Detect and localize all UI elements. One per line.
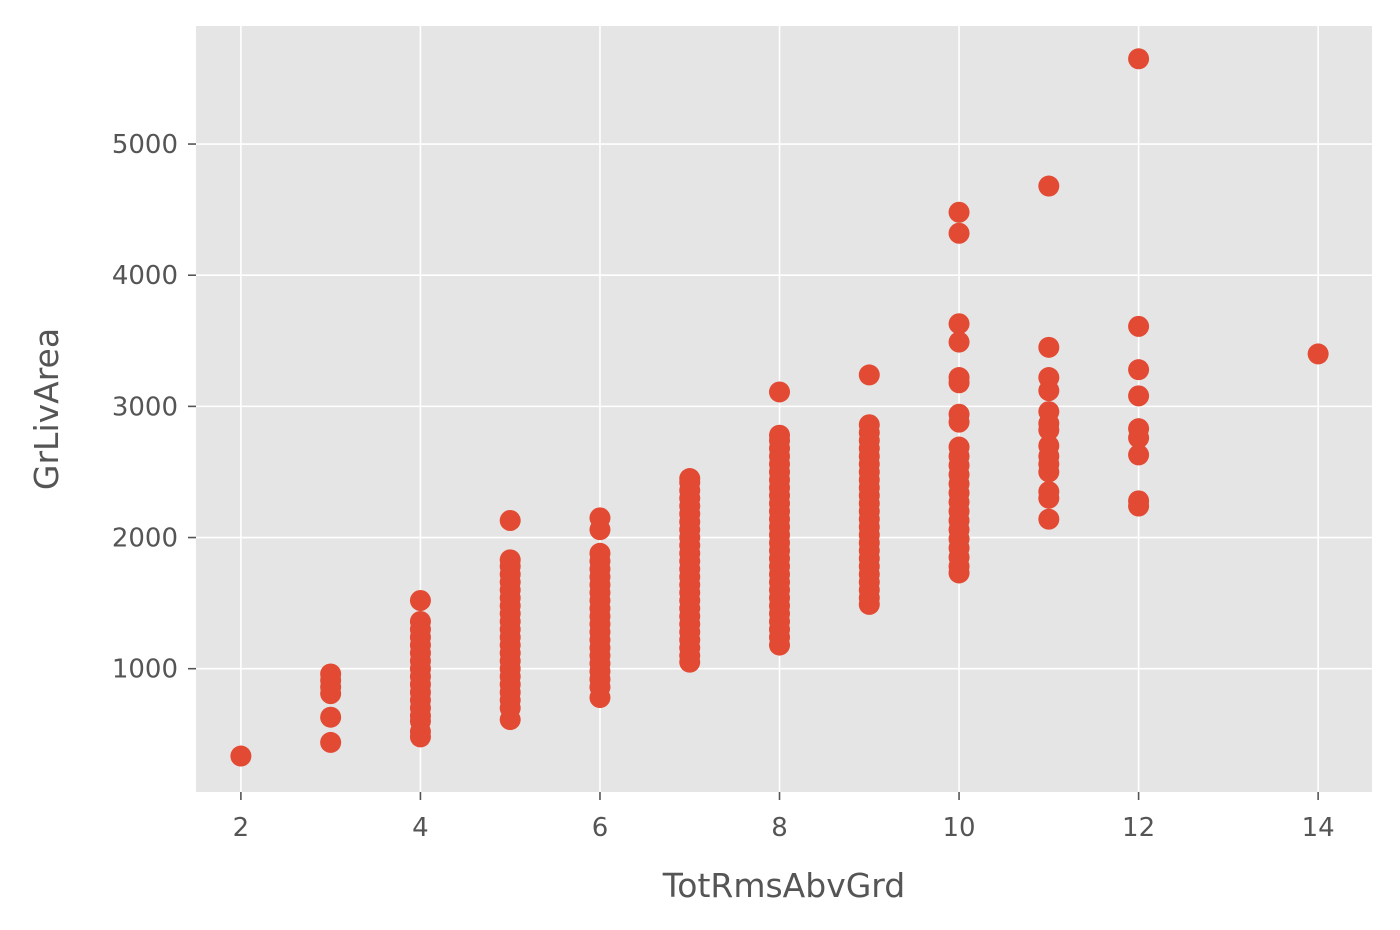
axes: 2 4 6 8 10 12 14 1000 2000 3000 4000 5000 bbox=[112, 130, 1335, 843]
y-tick-label: 2000 bbox=[112, 524, 178, 554]
data-points bbox=[230, 48, 1329, 767]
data-point bbox=[769, 381, 791, 403]
data-point bbox=[948, 367, 970, 389]
data-point bbox=[1038, 367, 1060, 389]
data-point bbox=[948, 313, 970, 335]
data-point bbox=[320, 663, 342, 685]
data-point bbox=[1128, 490, 1150, 512]
data-point bbox=[1128, 418, 1150, 440]
plot-background bbox=[196, 26, 1372, 792]
data-point bbox=[499, 509, 521, 531]
data-point bbox=[1038, 401, 1060, 423]
data-point bbox=[1038, 435, 1060, 457]
data-point bbox=[1128, 48, 1150, 70]
data-point bbox=[499, 549, 521, 571]
data-point bbox=[1038, 336, 1060, 358]
data-point bbox=[1128, 444, 1150, 466]
data-point bbox=[948, 331, 970, 353]
x-tick-label: 12 bbox=[1122, 813, 1155, 843]
x-tick-label: 10 bbox=[943, 813, 976, 843]
data-point bbox=[1307, 343, 1329, 365]
x-tick-label: 14 bbox=[1302, 813, 1335, 843]
data-point bbox=[679, 468, 701, 490]
data-point bbox=[1038, 481, 1060, 503]
data-point bbox=[589, 542, 611, 564]
data-point bbox=[769, 424, 791, 446]
data-point bbox=[1128, 359, 1150, 381]
data-point bbox=[948, 436, 970, 458]
data-point bbox=[948, 201, 970, 223]
data-point bbox=[948, 403, 970, 425]
y-axis-label: GrLivArea bbox=[27, 328, 66, 490]
data-point bbox=[1128, 385, 1150, 407]
y-tick-label: 4000 bbox=[112, 261, 178, 291]
data-point bbox=[858, 364, 880, 386]
x-tick-label: 6 bbox=[592, 813, 609, 843]
data-point bbox=[858, 414, 880, 436]
y-tick-label: 3000 bbox=[112, 392, 178, 422]
data-point bbox=[409, 590, 431, 611]
x-tick-label: 2 bbox=[233, 813, 250, 843]
data-point bbox=[320, 706, 342, 728]
data-point bbox=[1128, 315, 1150, 337]
data-point bbox=[948, 222, 970, 244]
data-point bbox=[320, 731, 342, 753]
x-tick-label: 4 bbox=[412, 813, 429, 843]
y-tick-label: 5000 bbox=[112, 130, 178, 160]
data-point bbox=[589, 507, 611, 529]
data-point bbox=[1038, 508, 1060, 530]
data-point bbox=[1038, 175, 1060, 197]
y-tick-label: 1000 bbox=[112, 655, 178, 685]
data-point bbox=[230, 745, 252, 767]
x-axis-label: TotRmsAbvGrd bbox=[662, 866, 906, 905]
data-point bbox=[409, 610, 431, 632]
x-tick-label: 8 bbox=[771, 813, 788, 843]
